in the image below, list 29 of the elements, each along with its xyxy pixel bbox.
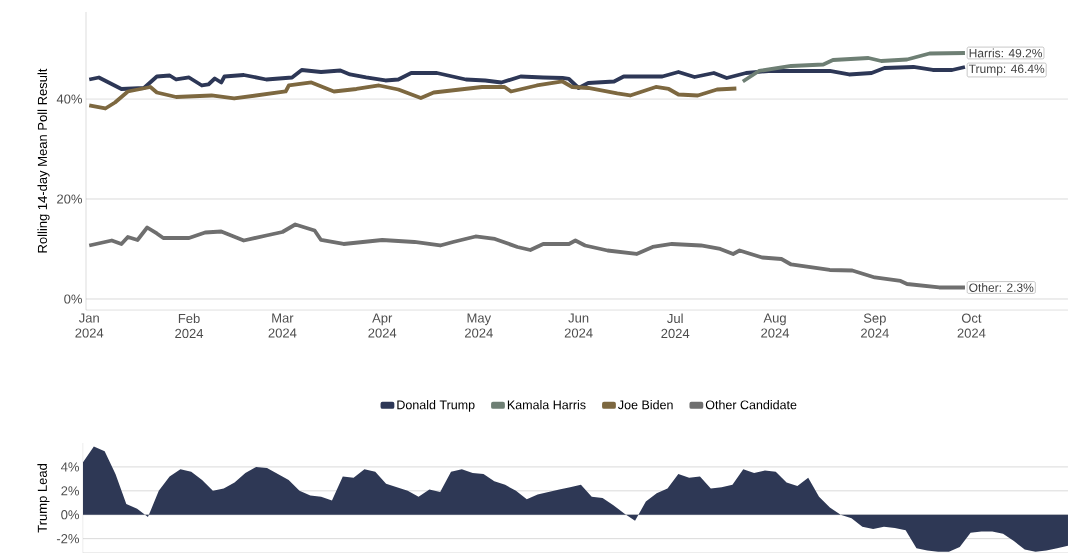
annotation: Other: 2.3% <box>969 283 1034 292</box>
x-tick-label: Jun 2024 <box>564 313 593 338</box>
y-axis-title: Trump Lead <box>37 464 50 533</box>
annotation: Trump: 46.4% <box>968 64 1045 76</box>
y-tick-label: 2% <box>61 486 80 496</box>
y-axis-title: Rolling 14-day Mean Poll Result <box>37 68 50 253</box>
legend-label: Joe Biden <box>618 400 673 410</box>
x-tick-label: Mar 2024 <box>268 313 297 338</box>
x-tick-label: Aug 2024 <box>761 313 790 338</box>
y-tick-label: 0% <box>61 510 80 520</box>
y-tick-label: 0% <box>64 294 83 304</box>
x-tick-label: Feb 2024 <box>175 313 204 339</box>
x-tick-label: Jul 2024 <box>661 313 690 339</box>
x-tick-label: Jan 2024 <box>75 313 104 338</box>
x-tick-label: Oct 2024 <box>957 313 986 338</box>
x-tick-label: Sep 2024 <box>861 313 889 338</box>
x-tick-label: May 2024 <box>465 313 493 338</box>
line-series <box>87 79 739 111</box>
legend-label: Kamala Harris <box>507 400 586 410</box>
y-tick-label: 4% <box>60 462 80 472</box>
legend-label: Donald Trump <box>397 400 475 412</box>
legend-label: Other Candidate <box>705 400 797 410</box>
y-tick-label: -2% <box>56 534 80 544</box>
y-tick-label: 20% <box>57 194 83 204</box>
annotation: Harris: 49.2% <box>969 48 1043 58</box>
line-series <box>740 51 967 84</box>
line-series <box>87 222 967 290</box>
y-tick-label: 40% <box>56 94 83 104</box>
x-tick-label: Apr 2024 <box>368 313 397 338</box>
